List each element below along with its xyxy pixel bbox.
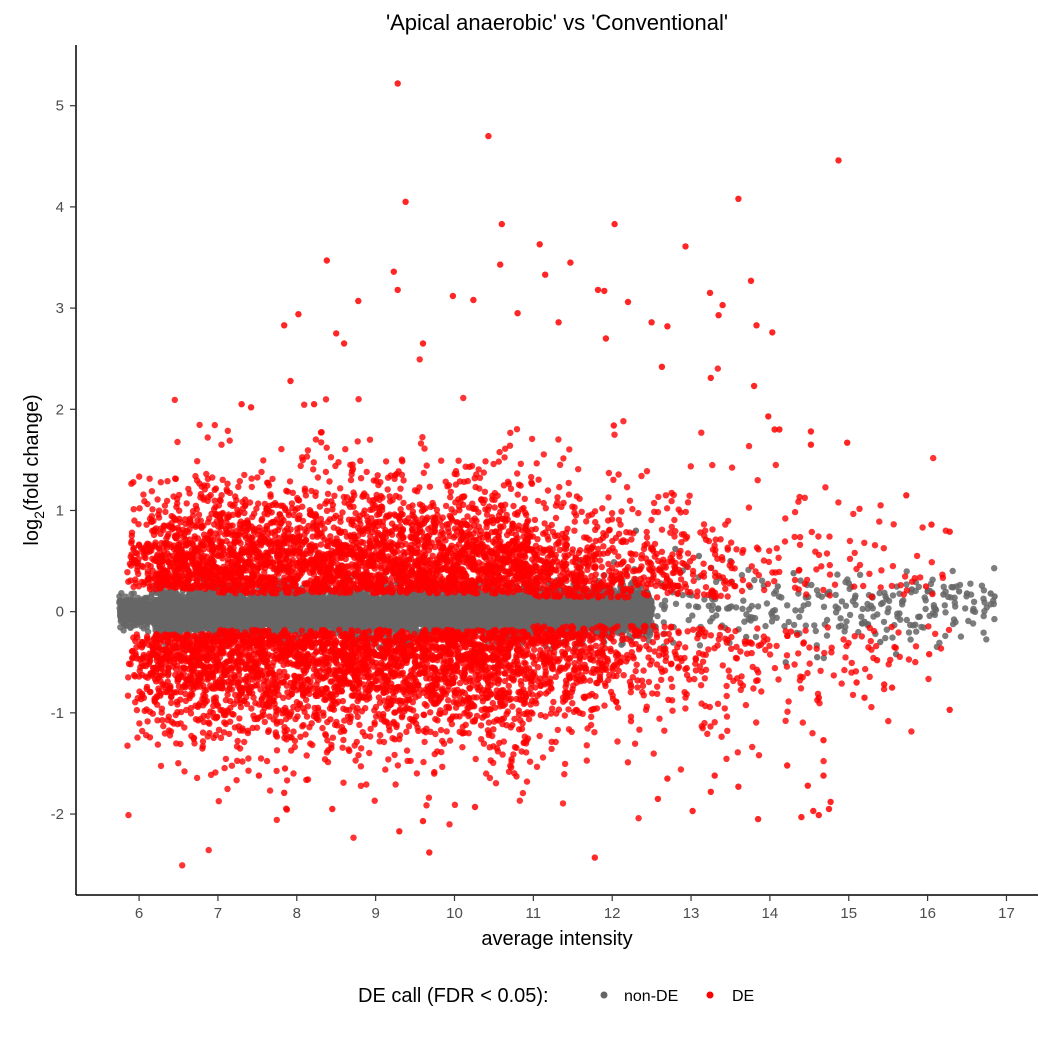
nonde-point (128, 590, 135, 598)
chart-title: 'Apical anaerobic' vs 'Conventional' (386, 10, 728, 35)
